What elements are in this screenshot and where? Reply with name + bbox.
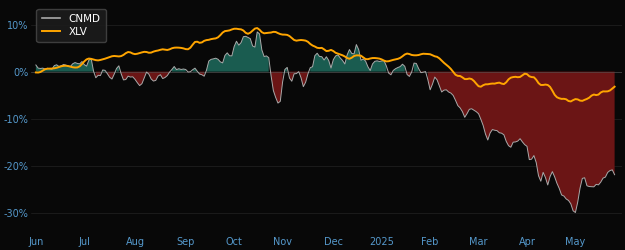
Legend: CNMD, XLV: CNMD, XLV — [36, 9, 106, 42]
